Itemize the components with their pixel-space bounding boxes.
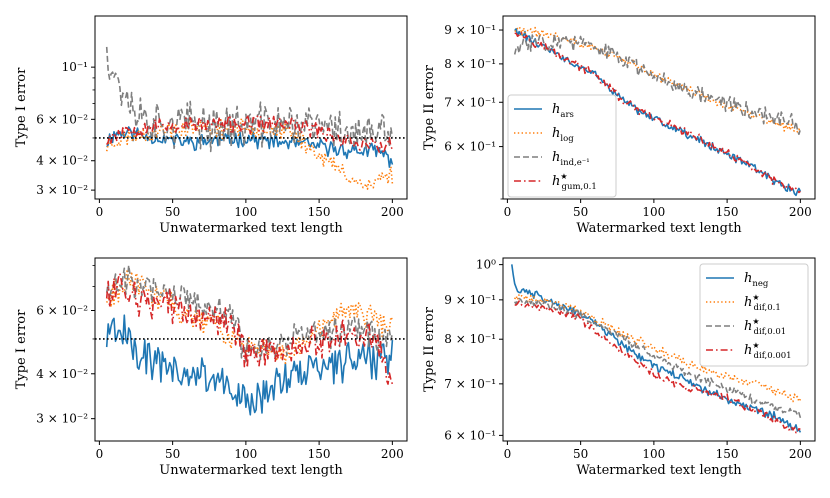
- x-tick-label: 150: [308, 205, 331, 219]
- legend-bottom-right: hneg h★ dif,0.1 h★ dif,0.01 h★ dif,0.001: [699, 263, 809, 367]
- x-tick-label: 50: [165, 205, 180, 219]
- y-tick-label: 10⁻¹: [62, 60, 88, 74]
- series-line-top-left-1: [105, 117, 394, 190]
- series-line-top-right-3: [514, 31, 801, 194]
- y-tick-label: 9 × 10⁻¹: [444, 23, 496, 37]
- legend-box: [507, 94, 617, 198]
- y-tick-label: 3 × 10⁻²: [36, 183, 88, 197]
- x-tick-label: 200: [381, 205, 404, 219]
- x-tick-label: 0: [504, 205, 512, 219]
- y-tick-label: 7 × 10⁻¹: [444, 95, 496, 109]
- x-tick-label: 0: [96, 447, 104, 461]
- y-tick-label: 6 × 10⁻¹: [444, 140, 496, 154]
- x-tick-label: 0: [96, 205, 104, 219]
- y-tick-label: 6 × 10⁻¹: [444, 428, 496, 442]
- legend-label-3: h★ dif,0.001: [744, 341, 792, 361]
- x-tick-label: 200: [381, 447, 404, 461]
- y-tick-label: 6 × 10⁻²: [36, 112, 88, 126]
- panel-top-right: 0 50 100 150 200 6 × 10⁻¹ 7 × 10⁻¹ 8 × 10⁻¹ 9 × …: [422, 15, 816, 236]
- y-axis-label: Type I error: [14, 309, 29, 389]
- plot-frame-top-right: [502, 15, 816, 200]
- series-line-bottom-right-3: [514, 300, 801, 434]
- x-tick-label: 150: [716, 447, 739, 461]
- series-line-top-right-2: [513, 33, 802, 135]
- y-tick-label: 8 × 10⁻¹: [444, 57, 496, 71]
- y-axis-label: Type II error: [422, 306, 437, 392]
- x-tick-label: 100: [642, 205, 665, 219]
- x-axis-label: Watermarked text length: [576, 463, 742, 478]
- y-axis-label: Type II error: [422, 64, 437, 150]
- y-tick-label: 7 × 10⁻¹: [444, 377, 496, 391]
- y-tick-label: 4 × 10⁻²: [36, 367, 88, 381]
- legend-label-0: hneg: [744, 271, 769, 289]
- series-line-top-right-0: [514, 27, 802, 197]
- panel-top-left: 0 50 100 150 200 3 × 10⁻² 4 × 10⁻² 6 × 10⁻² 10⁻¹…: [14, 15, 408, 236]
- x-tick-label: 150: [308, 447, 331, 461]
- panel-bottom-left: 0 50 100 150 200 3 × 10⁻² 4 × 10⁻² 6 × 10⁻² Unwa…: [14, 257, 408, 478]
- legend-box: [699, 263, 809, 367]
- y-tick-label: 4 × 10⁻²: [36, 154, 88, 168]
- y-tick-label: 9 × 10⁻¹: [444, 293, 496, 307]
- x-tick-label: 100: [234, 205, 257, 219]
- legend-label-2: hind,e⁻¹: [552, 150, 590, 168]
- x-tick-label: 100: [234, 447, 257, 461]
- x-tick-label: 150: [716, 205, 739, 219]
- y-tick-label: 8 × 10⁻¹: [444, 332, 496, 346]
- legend-label-2: h★ dif,0.01: [744, 317, 786, 337]
- x-tick-label: 100: [642, 447, 665, 461]
- x-tick-label: 0: [504, 447, 512, 461]
- series-line-bottom-left-3: [105, 272, 394, 385]
- series-line-bottom-left-1: [105, 268, 394, 365]
- series-line-bottom-right-1: [513, 293, 802, 403]
- y-tick-label: 10⁰: [476, 258, 496, 272]
- y-tick-label: 6 × 10⁻²: [36, 304, 88, 318]
- legend-label-3: h★ gum,0.1: [552, 172, 597, 192]
- x-tick-label: 200: [789, 205, 812, 219]
- legend-label-0: hars: [552, 102, 574, 120]
- legend-label-1: h★ dif,0.1: [744, 293, 781, 313]
- series-line-top-left-3: [106, 114, 394, 155]
- x-axis-label: Watermarked text length: [576, 221, 742, 236]
- x-tick-label: 50: [573, 205, 588, 219]
- series-line-bottom-left-0: [105, 314, 394, 416]
- x-tick-label: 50: [573, 447, 588, 461]
- x-tick-label: 200: [789, 447, 812, 461]
- series-line-top-left-0: [106, 126, 394, 168]
- y-axis-label: Type I error: [14, 67, 29, 147]
- series-line-top-left-2: [105, 46, 394, 153]
- legend-label-1: hlog: [552, 126, 574, 144]
- plot-frame-top-left: [94, 15, 408, 200]
- plot-frame-bottom-left: [94, 257, 408, 442]
- x-axis-label: Unwatermarked text length: [159, 463, 343, 478]
- x-tick-label: 50: [165, 447, 180, 461]
- y-tick-label: 3 × 10⁻²: [36, 412, 88, 426]
- series-line-bottom-right-2: [514, 297, 802, 419]
- legend-top-right: hars hlog hind,e⁻¹ h★ gum,0.1: [507, 94, 617, 198]
- plot-frame-bottom-right: [502, 257, 816, 442]
- x-axis-label: Unwatermarked text length: [159, 221, 343, 236]
- panel-bottom-right: 0 50 100 150 200 6 × 10⁻¹ 7 × 10⁻¹ 8 × 10⁻¹ 9 × …: [422, 257, 816, 478]
